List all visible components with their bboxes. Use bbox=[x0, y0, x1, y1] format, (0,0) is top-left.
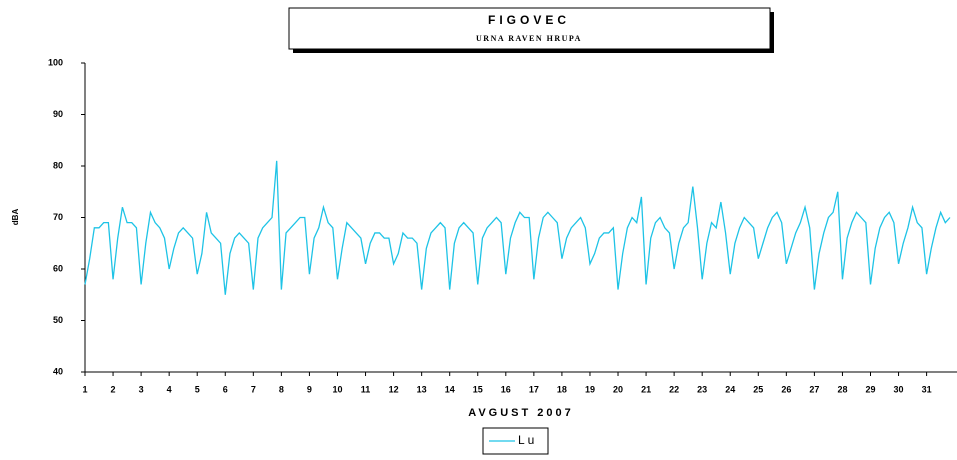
x-tick-label: 9 bbox=[307, 384, 312, 394]
x-tick-label: 19 bbox=[585, 384, 595, 394]
x-tick-label: 26 bbox=[781, 384, 791, 394]
y-tick-label: 80 bbox=[53, 160, 63, 170]
x-tick-label: 24 bbox=[725, 384, 735, 394]
chart-title: FIGOVEC bbox=[488, 13, 570, 27]
data-line bbox=[84, 160, 951, 295]
x-tick-label: 6 bbox=[223, 384, 228, 394]
chart-subtitle: URNA RAVEN HRUPA bbox=[476, 34, 582, 43]
x-tick-label: 10 bbox=[332, 384, 342, 394]
title-box bbox=[288, 7, 771, 50]
x-tick-label: 15 bbox=[473, 384, 483, 394]
x-tick-label: 30 bbox=[894, 384, 904, 394]
x-tick-label: 22 bbox=[669, 384, 679, 394]
x-tick-label: 21 bbox=[641, 384, 651, 394]
x-tick-label: 8 bbox=[279, 384, 284, 394]
x-tick-label: 23 bbox=[697, 384, 707, 394]
x-tick-label: 11 bbox=[361, 384, 371, 394]
x-tick-label: 3 bbox=[139, 384, 144, 394]
x-tick-label: 16 bbox=[501, 384, 511, 394]
x-tick-label: 31 bbox=[922, 384, 932, 394]
y-tick-label: 50 bbox=[53, 315, 63, 325]
x-tick-label: 1 bbox=[82, 384, 87, 394]
legend-label: Lu bbox=[518, 433, 537, 447]
x-tick-label: 12 bbox=[389, 384, 399, 394]
x-tick-label: 7 bbox=[251, 384, 256, 394]
x-tick-label: 4 bbox=[167, 384, 172, 394]
x-tick-label: 25 bbox=[753, 384, 763, 394]
x-tick-label: 20 bbox=[613, 384, 623, 394]
x-tick-label: 5 bbox=[195, 384, 200, 394]
x-tick-label: 14 bbox=[445, 384, 455, 394]
y-tick-label: 90 bbox=[53, 109, 63, 119]
x-axis-label: AVGUST 2007 bbox=[468, 407, 574, 419]
x-tick-label: 29 bbox=[865, 384, 875, 394]
x-tick-label: 28 bbox=[837, 384, 847, 394]
y-axis-label: dBA bbox=[11, 209, 20, 226]
y-tick-label: 70 bbox=[53, 212, 63, 222]
x-tick-label: 18 bbox=[557, 384, 567, 394]
y-tick-label: 60 bbox=[53, 263, 63, 273]
x-tick-label: 2 bbox=[111, 384, 116, 394]
y-tick-label: 40 bbox=[53, 366, 63, 376]
x-tick-label: 13 bbox=[417, 384, 427, 394]
y-tick-label: 100 bbox=[48, 57, 63, 67]
x-tick-label: 17 bbox=[529, 384, 539, 394]
x-tick-label: 27 bbox=[809, 384, 819, 394]
